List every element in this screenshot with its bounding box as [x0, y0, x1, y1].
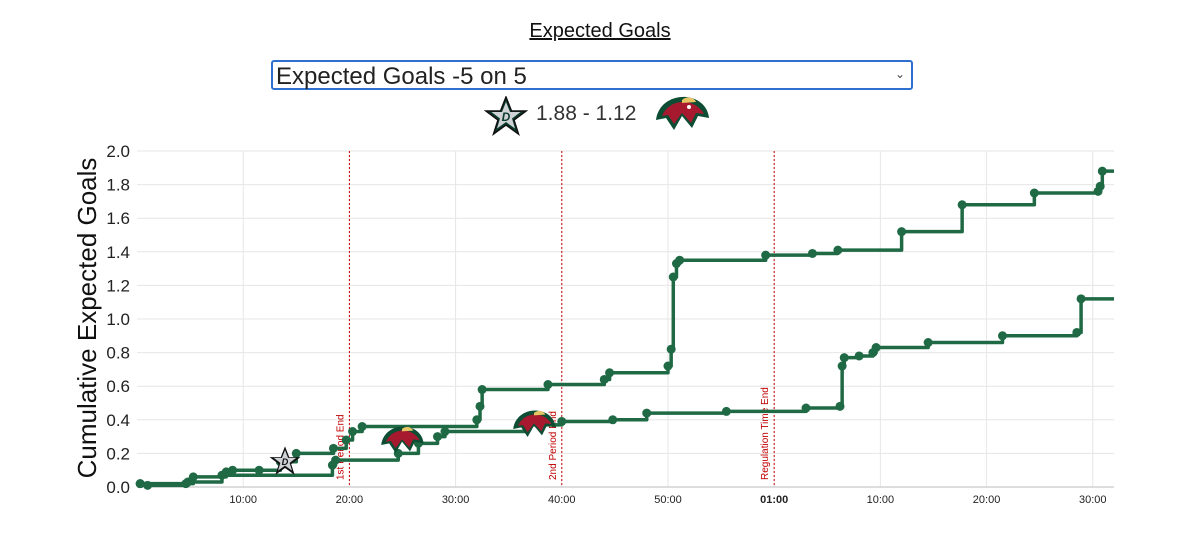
y-tick-label: 0.6	[106, 377, 130, 396]
data-point	[217, 470, 227, 480]
data-point	[348, 427, 358, 437]
data-point	[433, 432, 443, 442]
x-tick-label: 20:00	[973, 494, 1001, 506]
svg-text:D: D	[502, 110, 511, 124]
data-point	[642, 408, 652, 418]
data-point	[341, 435, 351, 445]
period-end-label: Regulation Time End	[760, 387, 771, 480]
y-tick-label: 0.8	[106, 344, 130, 363]
data-point	[228, 465, 238, 475]
minnesota-wild-logo-icon	[656, 96, 709, 130]
data-point	[472, 415, 482, 425]
chart-title: Expected Goals	[529, 20, 671, 42]
data-point	[668, 272, 678, 282]
minnesota-wild-marker-icon	[381, 426, 424, 453]
y-tick-label: 1.6	[106, 209, 130, 228]
x-tick-label: 30:00	[442, 494, 470, 506]
data-point	[605, 368, 615, 378]
data-point	[608, 415, 618, 425]
data-point	[1072, 327, 1082, 337]
data-point	[331, 455, 341, 465]
data-point	[1076, 294, 1086, 304]
dropdown-selected-value: Expected Goals -5 on 5	[276, 63, 527, 90]
data-point	[854, 351, 864, 361]
chevron-down-icon: ⌄	[894, 67, 905, 81]
chart-grid	[137, 150, 1114, 488]
data-point	[183, 477, 193, 487]
x-tick-label: 40:00	[548, 494, 576, 506]
x-tick-label: 20:00	[336, 494, 364, 506]
data-point	[666, 344, 676, 354]
data-point	[477, 385, 487, 395]
data-point	[761, 250, 771, 260]
score-text: 1.88 - 1.12	[536, 102, 637, 125]
data-point	[807, 248, 817, 258]
data-point	[357, 422, 367, 432]
period-end-label: 2nd Period End	[548, 411, 559, 480]
x-axis-ticks: 10:00 20:00 30:00 40:00 50:00 01:00 10:00 20:00…	[229, 494, 1106, 506]
data-point	[897, 227, 907, 237]
x-tick-label: 50:00	[654, 494, 682, 506]
data-point	[839, 353, 849, 363]
data-point	[1095, 181, 1105, 191]
data-point	[135, 479, 145, 489]
dallas-stars-logo-icon: D	[484, 96, 528, 136]
data-point	[1097, 166, 1107, 176]
data-point	[923, 338, 933, 348]
y-tick-label: 0.4	[106, 411, 130, 430]
chart-series	[135, 166, 1114, 490]
data-point	[328, 443, 338, 453]
x-tick-label: 01:00	[760, 494, 788, 506]
minnesota-wild-marker-icon-2	[513, 410, 556, 437]
svg-text:D: D	[282, 457, 289, 467]
data-point	[997, 331, 1007, 341]
y-tick-label: 2.0	[106, 142, 130, 161]
data-point	[254, 465, 264, 475]
x-tick-label: 30:00	[1079, 494, 1107, 506]
data-point	[557, 416, 567, 426]
dallas-stars-marker-icon: D	[269, 446, 301, 475]
y-tick-label: 0.2	[106, 444, 130, 463]
data-point	[837, 361, 847, 371]
data-point	[801, 403, 811, 413]
data-point	[957, 200, 967, 210]
y-axis-label: Cumulative Expected Goals	[72, 158, 102, 479]
data-point	[1029, 188, 1039, 198]
data-point	[721, 406, 731, 416]
y-tick-label: 1.8	[106, 176, 130, 195]
data-point	[440, 427, 450, 437]
metric-dropdown[interactable]: Expected Goals -5 on 5 ⌄	[271, 60, 913, 90]
data-point	[291, 448, 301, 458]
data-point	[675, 255, 685, 265]
data-point	[599, 374, 609, 384]
y-axis-ticks: 0.0 0.2 0.4 0.6 0.8 1.0 1.2 1.4 1.6 1.8 2.0	[106, 142, 130, 497]
data-point	[663, 361, 673, 371]
data-point	[833, 245, 843, 255]
y-tick-label: 1.2	[106, 276, 130, 295]
data-point	[835, 401, 845, 411]
x-tick-label: 10:00	[229, 494, 257, 506]
y-tick-label: 1.4	[106, 243, 130, 262]
data-point	[475, 401, 485, 411]
data-point	[543, 380, 553, 390]
x-tick-label: 10:00	[867, 494, 895, 506]
y-tick-label: 1.0	[106, 310, 130, 329]
data-point	[143, 480, 153, 490]
data-point	[871, 343, 881, 353]
y-tick-label: 0.0	[106, 478, 130, 497]
